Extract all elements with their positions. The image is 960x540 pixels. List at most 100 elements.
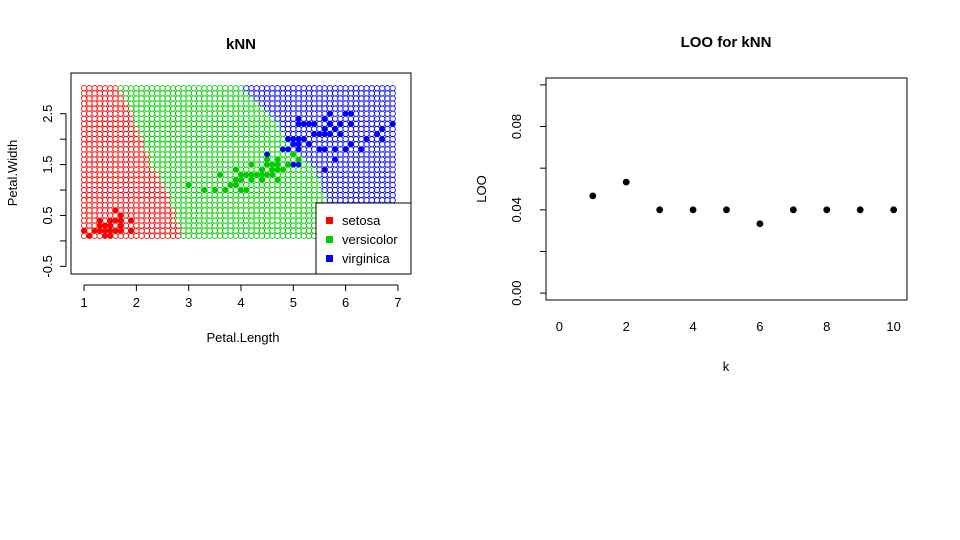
grid-circle: [227, 192, 234, 199]
grid-circle: [384, 156, 391, 163]
grid-circle: [373, 161, 381, 168]
grid-circle: [154, 141, 161, 148]
grid-circle: [227, 151, 234, 158]
grid-circle: [159, 95, 166, 102]
grid-circle: [91, 90, 98, 97]
grid-circle: [290, 95, 297, 102]
grid-circle: [311, 192, 318, 199]
grid-circle: [159, 161, 166, 168]
grid-circle: [169, 161, 177, 168]
grid-circle: [196, 197, 203, 204]
grid-circle: [237, 141, 245, 148]
loo-point: [856, 206, 864, 214]
grid-circle: [138, 151, 145, 158]
grid-circle: [300, 90, 307, 97]
grid-circle: [290, 217, 297, 224]
grid-circle: [206, 141, 213, 148]
grid-circle: [185, 227, 192, 234]
grid-circle: [112, 151, 119, 158]
grid-circle: [133, 100, 140, 107]
grid-circle: [206, 156, 213, 163]
grid-circle: [91, 186, 98, 194]
grid-circle: [264, 120, 271, 127]
grid-circle: [101, 166, 109, 173]
grid-circle: [300, 100, 307, 107]
grid-circle: [342, 136, 349, 143]
grid-circle: [342, 161, 349, 168]
data-point-setosa: [102, 222, 108, 229]
grid-circle: [284, 222, 292, 229]
grid-circle: [311, 90, 318, 97]
grid-circle: [133, 166, 140, 173]
grid-circle: [300, 156, 307, 163]
grid-circle: [159, 227, 166, 234]
grid-circle: [253, 95, 260, 102]
grid-circle: [326, 95, 334, 102]
grid-circle: [326, 125, 334, 133]
y-tick-label: 0.5: [40, 206, 55, 224]
grid-circle: [206, 192, 213, 199]
grid-circle: [169, 105, 177, 112]
grid-circle: [264, 146, 271, 153]
grid-circle: [284, 186, 292, 194]
grid-circle: [222, 105, 229, 112]
grid-circle: [363, 115, 370, 122]
grid-circle: [159, 197, 166, 204]
data-point-virginica: [348, 110, 354, 117]
grid-circle: [112, 141, 119, 148]
grid-circle: [316, 120, 323, 127]
grid-circle: [112, 95, 119, 102]
grid-circle: [128, 186, 135, 194]
grid-circle: [101, 130, 109, 138]
grid-circle: [206, 110, 213, 117]
grid-circle: [290, 105, 297, 112]
grid-circle: [96, 181, 103, 189]
grid-circle: [201, 207, 208, 214]
grid-circle: [159, 186, 166, 194]
grid-circle: [112, 212, 119, 219]
grid-circle: [300, 151, 307, 158]
grid-circle: [138, 136, 145, 143]
grid-circle: [175, 186, 182, 194]
grid-circle: [117, 85, 124, 92]
grid-circle: [211, 85, 218, 92]
grid-circle: [154, 85, 161, 92]
grid-circle: [300, 227, 307, 234]
grid-circle: [279, 130, 286, 138]
grid-circle: [96, 166, 103, 173]
data-point-versicolor: [295, 156, 302, 163]
grid-circle: [175, 136, 182, 143]
grid-circle: [159, 100, 166, 107]
grid-circle: [154, 222, 161, 229]
grid-circle: [237, 125, 245, 133]
grid-circle: [243, 85, 250, 92]
grid-circle: [211, 125, 218, 133]
grid-circle: [237, 151, 245, 158]
data-point-versicolor: [238, 171, 244, 178]
y-tick-label: -0.5: [40, 255, 55, 277]
grid-circle: [237, 181, 245, 189]
grid-circle: [216, 222, 224, 229]
grid-circle: [227, 105, 234, 112]
grid-circle: [80, 85, 88, 92]
grid-circle: [91, 161, 98, 168]
grid-circle: [185, 161, 192, 168]
grid-circle: [112, 197, 119, 204]
grid-circle: [373, 95, 381, 102]
grid-circle: [352, 120, 360, 127]
data-point-versicolor: [232, 166, 239, 173]
grid-circle: [159, 141, 166, 148]
grid-circle: [243, 161, 250, 168]
grid-circle: [190, 146, 198, 153]
grid-circle: [363, 171, 370, 178]
grid-circle: [86, 222, 93, 229]
grid-circle: [96, 151, 103, 158]
y-tick-label: 0.00: [509, 280, 524, 305]
grid-circle: [300, 146, 307, 153]
grid-circle: [284, 192, 292, 199]
grid-circle: [211, 222, 218, 229]
grid-circle: [138, 130, 145, 138]
grid-circle: [368, 130, 375, 138]
grid-circle: [117, 202, 124, 209]
grid-circle: [269, 192, 276, 199]
